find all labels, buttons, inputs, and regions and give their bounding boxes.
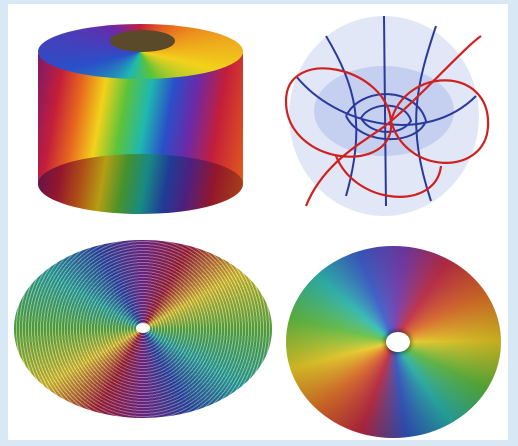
cylinder-hole bbox=[110, 30, 175, 52]
red-line bbox=[334, 155, 443, 198]
red-line bbox=[304, 35, 482, 207]
red-lines bbox=[284, 35, 490, 207]
blue-line bbox=[383, 15, 387, 207]
disk-center bbox=[136, 323, 150, 333]
torus-hole bbox=[386, 332, 410, 352]
cylinder-bottom bbox=[38, 154, 243, 214]
blue-line bbox=[325, 35, 358, 197]
blue-line bbox=[415, 25, 437, 202]
torus bbox=[286, 246, 501, 438]
particle-disk bbox=[14, 240, 272, 418]
cylinder bbox=[38, 24, 243, 214]
figure-panel bbox=[8, 4, 508, 440]
blue-line bbox=[360, 104, 413, 133]
field-lines bbox=[284, 15, 490, 216]
blue-line bbox=[295, 75, 477, 126]
red-line bbox=[389, 79, 490, 164]
